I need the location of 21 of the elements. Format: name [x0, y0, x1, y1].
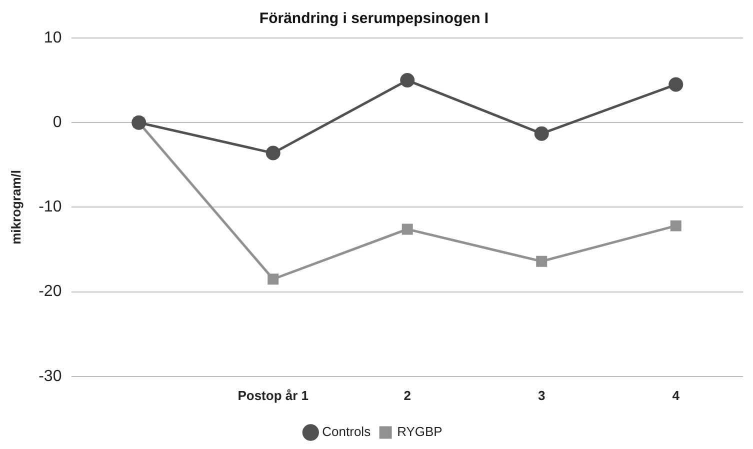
point [536, 256, 548, 267]
y-axis-title: mikrogram/l [8, 170, 24, 244]
y-tick-label: 0 [52, 114, 62, 132]
x-tick-label: 4 [672, 388, 680, 403]
legend-label: RYGBP [397, 424, 442, 440]
point [266, 146, 280, 160]
point [402, 224, 413, 235]
point [268, 274, 279, 285]
y-tick-label: -20 [38, 283, 62, 300]
legend-label: Controls [322, 424, 372, 440]
chart-title: Förändring i serumpepsinogen I [259, 10, 489, 28]
y-tick-label: 10 [44, 29, 62, 46]
x-tick-label: Postop år 1 [238, 388, 309, 403]
y-tick-label: -10 [38, 198, 62, 216]
point [670, 220, 682, 232]
point [668, 77, 684, 92]
y-tick-label: -30 [38, 368, 62, 385]
x-tick-label: 3 [538, 388, 546, 403]
point [534, 126, 549, 141]
x-tick-label: 2 [404, 388, 411, 403]
point [400, 73, 415, 88]
